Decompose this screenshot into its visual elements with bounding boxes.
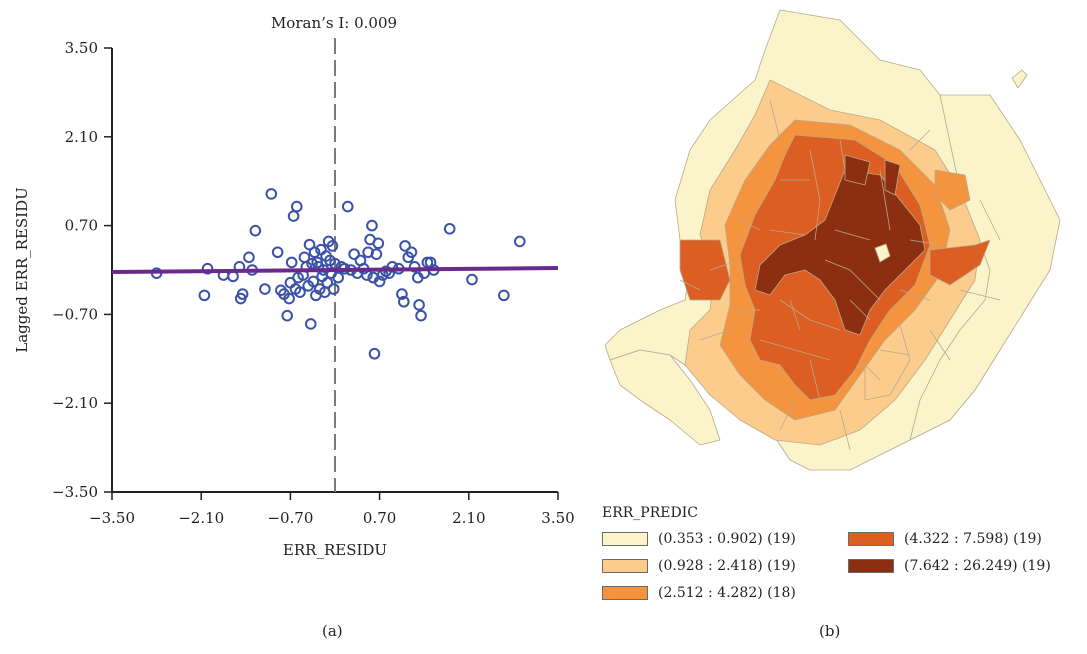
choropleth-panel: ERR_PREDIC (0.353 : 0.902) (19) (0.928 :… (580, 0, 1087, 650)
scatter-point (443, 222, 456, 235)
scatter-point (227, 270, 239, 283)
scatter-point (265, 188, 278, 200)
scatter-point (303, 238, 316, 251)
x-tick-label: 0.70 (363, 509, 396, 527)
scatter-points (150, 188, 526, 360)
map-region-core-north (844, 154, 871, 186)
y-tick-label: −2.10 (52, 394, 98, 412)
legend-item-class-1: (0.353 : 0.902) (19) (602, 531, 796, 547)
map-legend: ERR_PREDIC (0.353 : 0.902) (19) (0.928 :… (580, 505, 1087, 615)
scatter-point (513, 235, 526, 248)
map-region-small-island (1011, 69, 1028, 89)
scatter-point (341, 200, 354, 213)
legend-item-class-4: (4.322 : 7.598) (19) (848, 531, 1042, 547)
scatter-point (373, 275, 386, 288)
x-tick-label: −2.10 (178, 509, 224, 527)
legend-item-class-3: (2.512 : 4.282) (18) (602, 585, 796, 601)
scatter-point (271, 246, 284, 259)
scatter-point (332, 271, 344, 284)
moran-scatter-panel: Moran’s I: 0.009 −3.50 −2.10 −0.70 0.70 2.10… (13, 14, 575, 640)
scatter-point (327, 283, 340, 295)
x-axis-ticks: −3.50 −2.10 −0.70 0.70 2.10 3.50 (89, 492, 575, 527)
legend-label-class-4: (4.322 : 7.598) (19) (904, 531, 1042, 547)
scatter-point (348, 248, 360, 260)
scatter-point (466, 273, 478, 286)
legend-swatch-class-5 (848, 559, 894, 573)
map-region-ring-3-east (934, 169, 971, 211)
scatter-point (308, 246, 321, 259)
scatter-point (283, 292, 295, 305)
x-axis-label: ERR_RESIDU (283, 541, 387, 559)
scatter-point (408, 261, 421, 273)
map-region-core-northeast (884, 159, 901, 196)
scatter-point (386, 261, 399, 273)
map-region-ring-4-east-arm (929, 239, 991, 286)
legend-swatch-class-2 (602, 559, 648, 573)
scatter-point (321, 276, 334, 289)
scatter-point (396, 288, 408, 300)
scatter-point (198, 289, 211, 302)
scatter-point (304, 318, 317, 330)
scatter-point (498, 289, 510, 302)
choropleth-map (604, 9, 1061, 471)
scatter-point (415, 309, 427, 322)
scatter-point (398, 295, 410, 308)
scatter-point (281, 309, 294, 322)
legend-label-class-5: (7.642 : 26.249) (19) (904, 558, 1051, 574)
legend-swatch-class-1 (602, 532, 648, 546)
map-internal-borders (679, 99, 1001, 451)
scatter-point (399, 240, 411, 252)
map-region-ring-4-west (679, 239, 731, 301)
map-region-outer-east (909, 94, 1061, 441)
legend-item-class-5: (7.642 : 26.249) (19) (848, 558, 1051, 574)
scatter-point (307, 275, 320, 288)
scatter-point (201, 262, 214, 275)
scatter-point (372, 237, 385, 250)
scatter-point (236, 288, 249, 300)
legend-title: ERR_PREDIC (602, 505, 698, 521)
legend-item-class-2: (0.928 : 2.418) (19) (602, 558, 796, 574)
x-tick-label: −0.70 (267, 509, 313, 527)
scatter-point (259, 283, 271, 295)
moran-scatter-plot: Moran’s I: 0.009 −3.50 −2.10 −0.70 0.70 2.10… (13, 14, 575, 559)
y-tick-label: 0.70 (65, 217, 98, 235)
y-tick-label: 3.50 (65, 39, 98, 57)
scatter-point (290, 200, 303, 213)
scatter-point (326, 240, 339, 252)
legend-label-class-3: (2.512 : 4.282) (18) (658, 585, 796, 601)
scatter-point (366, 219, 378, 232)
map-region-outer-southwest (609, 349, 721, 446)
scatter-point (405, 246, 418, 259)
caption-a: (a) (322, 622, 343, 640)
legend-swatch-class-3 (602, 586, 648, 600)
y-tick-label: −3.50 (52, 483, 98, 501)
scatter-point (368, 347, 381, 360)
x-tick-label: 3.50 (541, 509, 574, 527)
y-tick-label: 2.10 (65, 128, 98, 146)
y-tick-label: −0.70 (52, 305, 98, 323)
y-axis-ticks: 3.50 2.10 0.70 −0.70 −2.10 −3.50 (52, 39, 112, 501)
scatter-point (413, 299, 425, 311)
scatter-point (285, 256, 298, 269)
scatter-point (243, 251, 255, 264)
map-region-core-light-patch (874, 243, 891, 263)
caption-b: (b) (819, 622, 841, 640)
scatter-point (249, 224, 262, 237)
map-region-core (754, 169, 926, 336)
scatter-point (287, 210, 300, 222)
legend-label-class-1: (0.353 : 0.902) (19) (658, 531, 796, 547)
scatter-point (370, 248, 383, 260)
x-tick-label: 2.10 (452, 509, 485, 527)
legend-swatch-class-4 (848, 532, 894, 546)
legend-label-class-2: (0.928 : 2.418) (19) (658, 558, 796, 574)
x-tick-label: −3.50 (89, 509, 135, 527)
scatter-point (294, 286, 306, 299)
chart-title: Moran’s I: 0.009 (271, 14, 397, 32)
regression-line (111, 266, 559, 274)
y-axis-label: Lagged ERR_RESIDU (13, 187, 31, 353)
